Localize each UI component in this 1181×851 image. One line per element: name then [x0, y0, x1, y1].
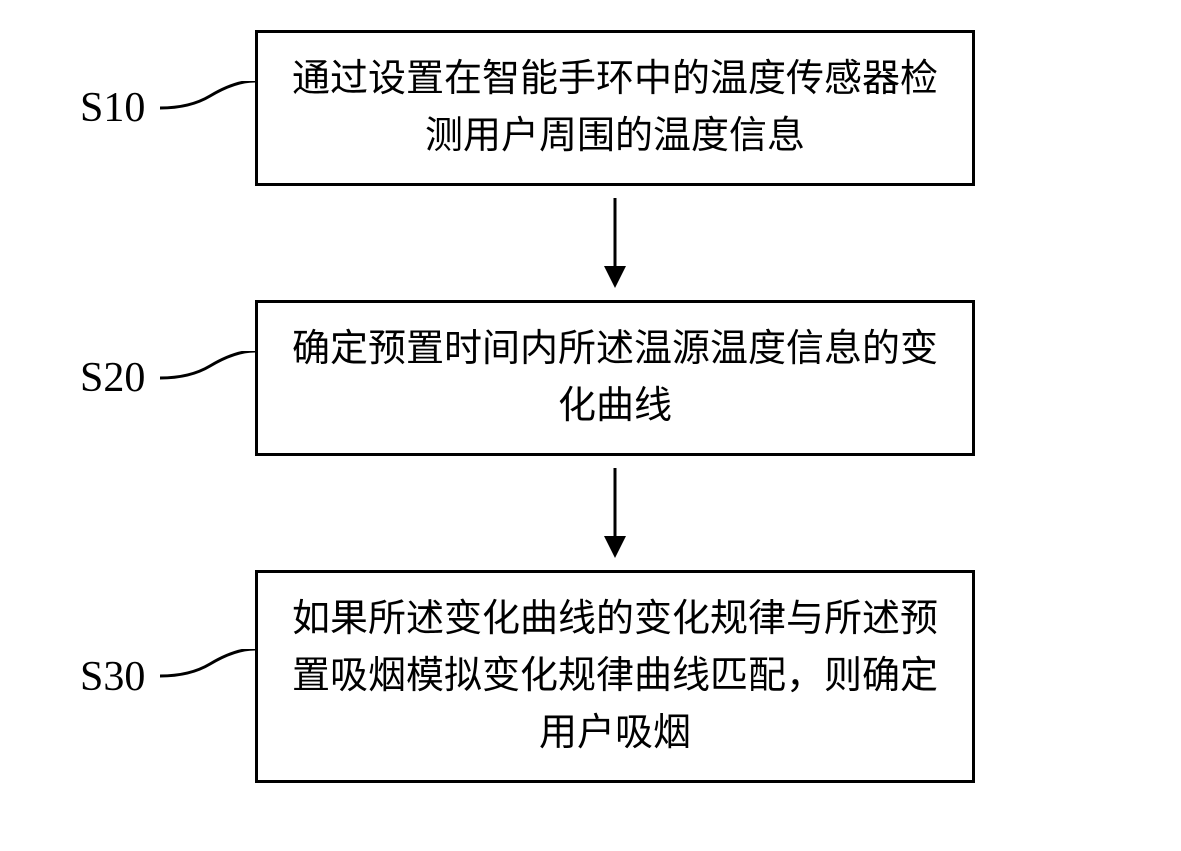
arrow-s20-s30	[255, 456, 975, 570]
step-label-s10: S10	[80, 84, 145, 132]
label-column-s10: S10	[80, 84, 160, 132]
step-label-s20: S20	[80, 354, 145, 402]
connector-curve-s30	[160, 649, 255, 704]
step-row-s10: S10 通过设置在智能手环中的温度传感器检测用户周围的温度信息	[80, 30, 1100, 186]
step-row-s30: S30 如果所述变化曲线的变化规律与所述预置吸烟模拟变化规律曲线匹配，则确定用户…	[80, 570, 1100, 783]
label-column-s20: S20	[80, 354, 160, 402]
connector-curve-s20	[160, 351, 255, 406]
step-box-s10: 通过设置在智能手环中的温度传感器检测用户周围的温度信息	[255, 30, 975, 186]
flowchart-container: S10 通过设置在智能手环中的温度传感器检测用户周围的温度信息 S20 确定预置…	[80, 30, 1100, 783]
step-label-s30: S30	[80, 653, 145, 701]
label-column-s30: S30	[80, 653, 160, 701]
step-box-s20: 确定预置时间内所述温源温度信息的变化曲线	[255, 300, 975, 456]
step-box-s30: 如果所述变化曲线的变化规律与所述预置吸烟模拟变化规律曲线匹配，则确定用户吸烟	[255, 570, 975, 783]
step-row-s20: S20 确定预置时间内所述温源温度信息的变化曲线	[80, 300, 1100, 456]
arrow-s10-s20	[255, 186, 975, 300]
connector-curve-s10	[160, 81, 255, 136]
